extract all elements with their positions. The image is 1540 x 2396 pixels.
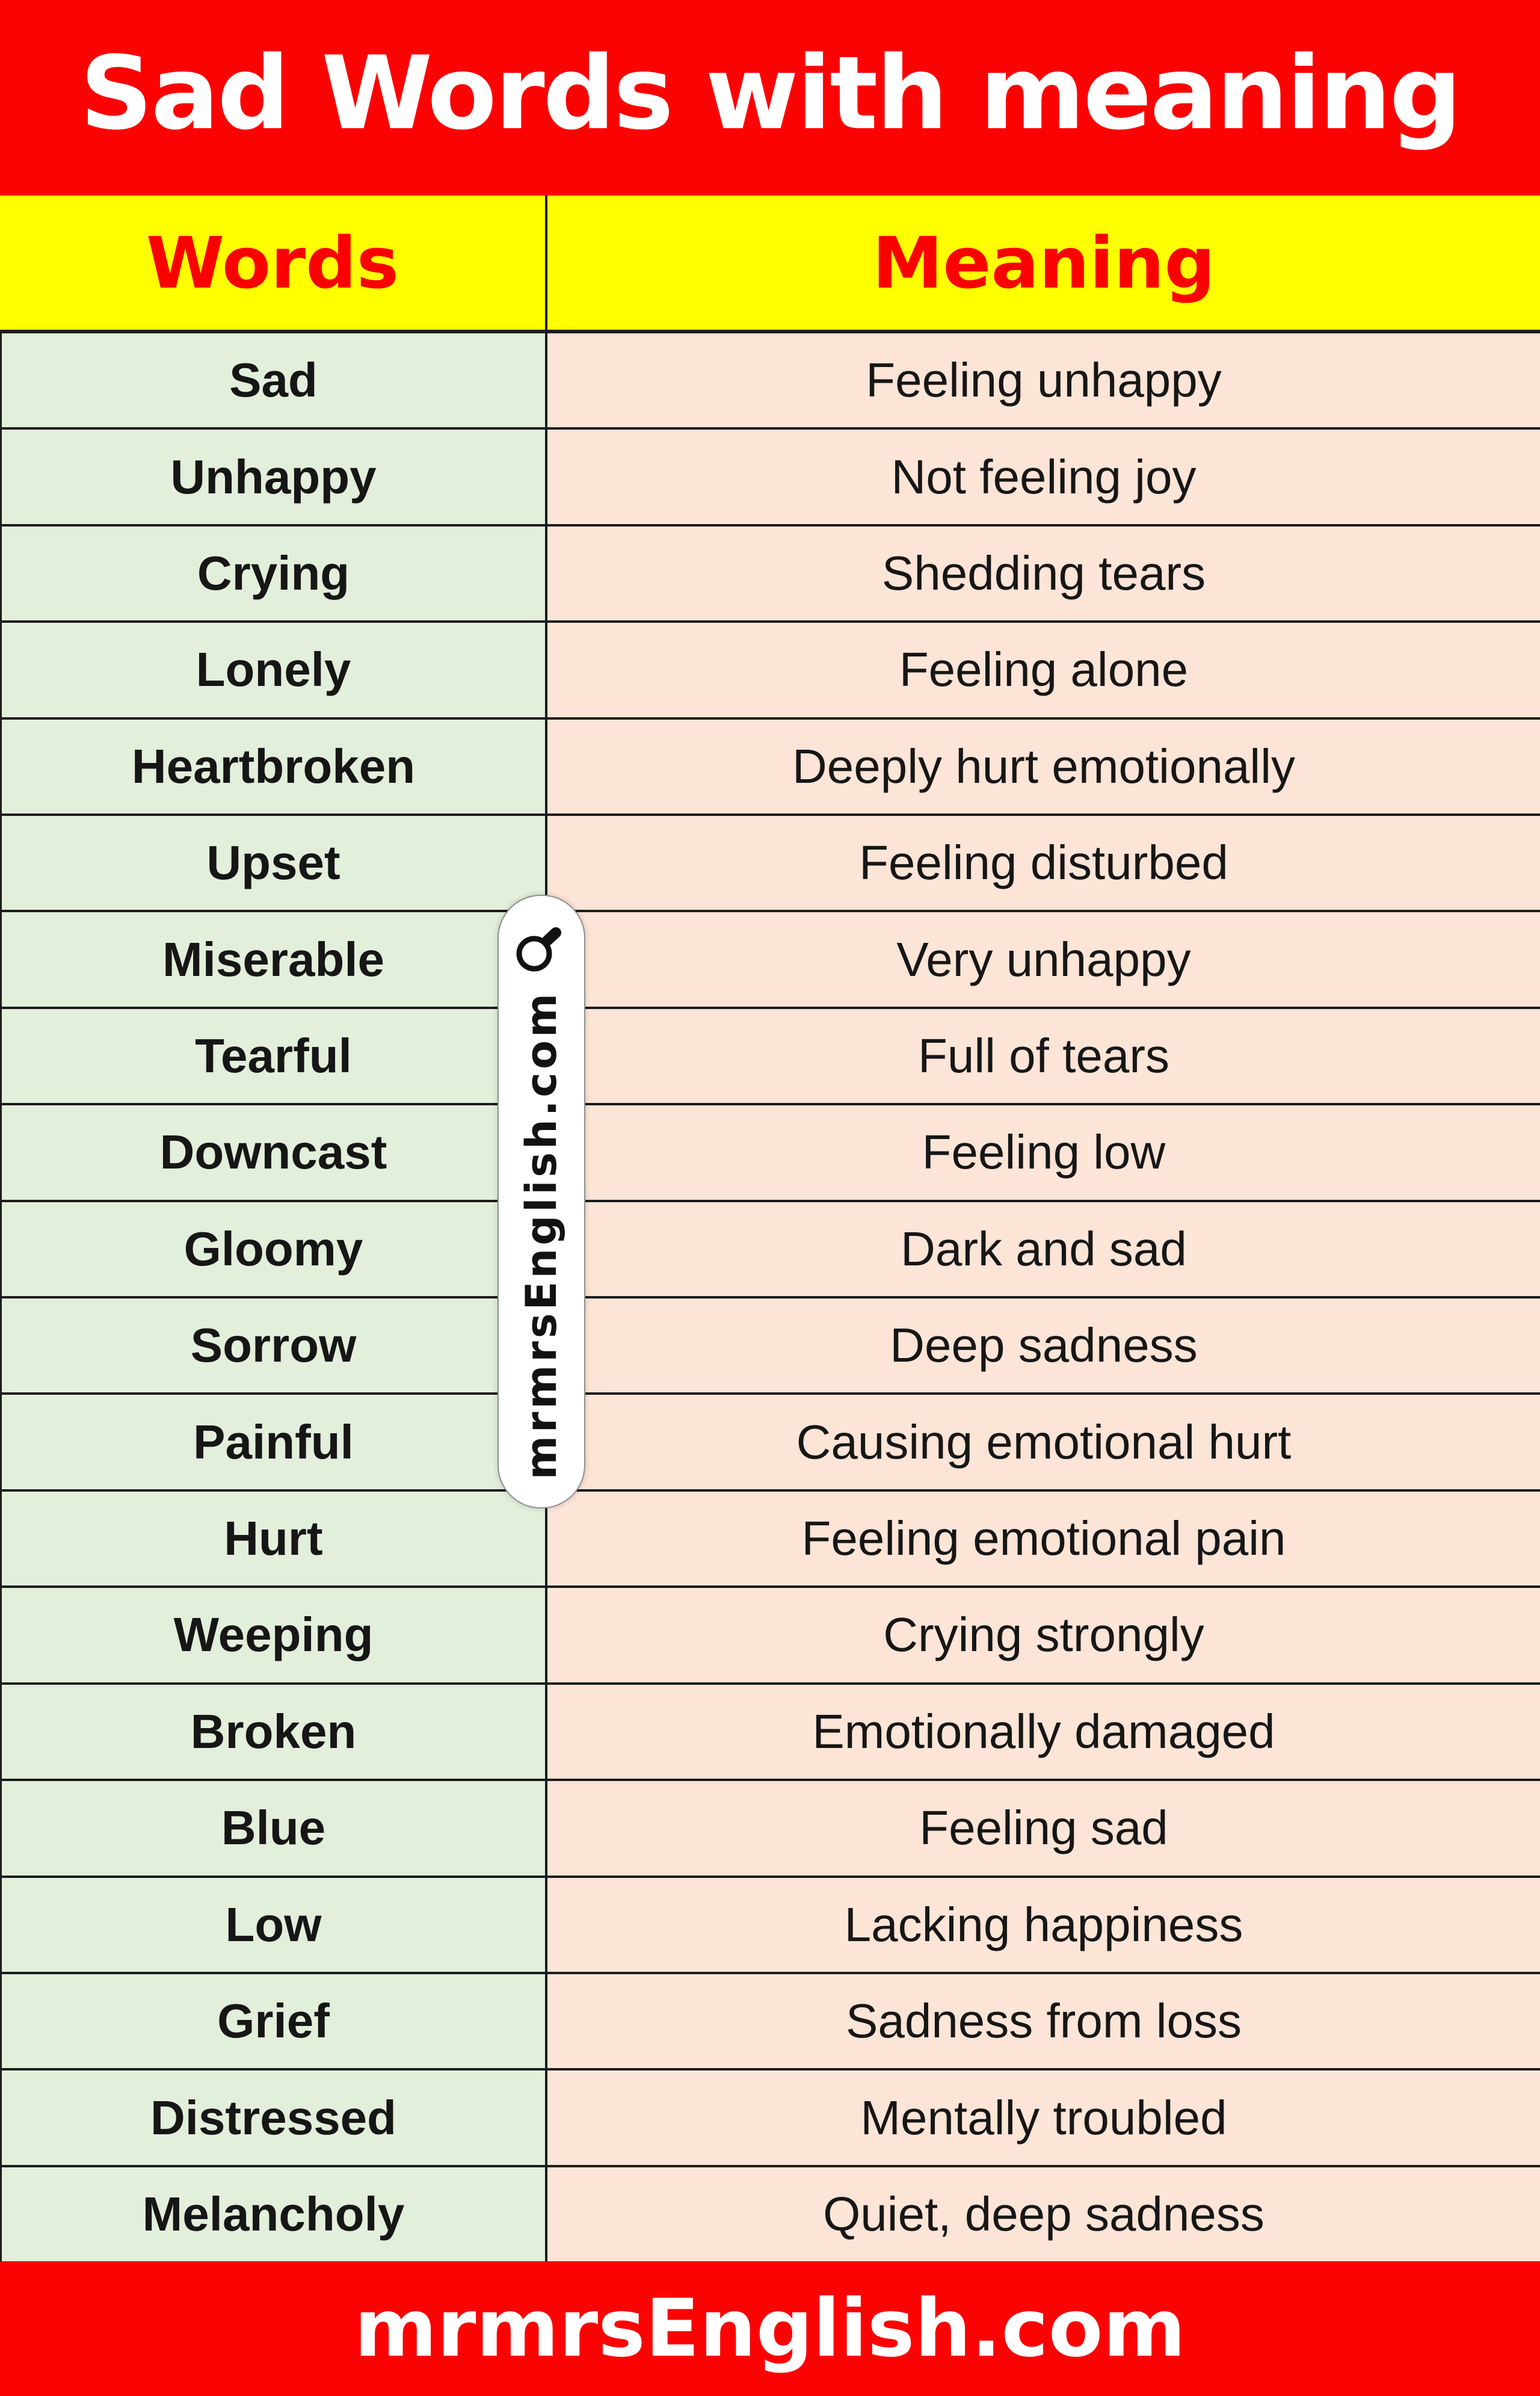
table-row: Blue Feeling sad: [2, 1781, 1540, 1878]
word-cell: Distressed: [2, 2070, 547, 2165]
meaning-cell: Feeling emotional pain: [547, 1491, 1540, 1586]
table-row: Upset Feeling disturbed: [2, 816, 1540, 913]
word-cell: Blue: [2, 1781, 547, 1876]
table-row: Downcast Feeling low: [2, 1105, 1540, 1202]
table-row: Low Lacking happiness: [2, 1877, 1540, 1974]
meaning-cell: Not feeling joy: [547, 430, 1540, 524]
meaning-cell: Quiet, deep sadness: [547, 2167, 1540, 2262]
table-row: Painful Causing emotional hurt: [2, 1395, 1540, 1492]
meaning-cell: Deeply hurt emotionally: [547, 719, 1540, 814]
table-row: Melancholy Quiet, deep sadness: [2, 2167, 1540, 2262]
watermark-content: mrmrsEnglish.com: [497, 895, 585, 1508]
title-band: Sad Words with meaning: [0, 0, 1540, 196]
meaning-cell: Feeling disturbed: [547, 816, 1540, 910]
word-cell: Broken: [2, 1684, 547, 1779]
word-cell: Crying: [2, 526, 547, 621]
word-cell: Weeping: [2, 1588, 547, 1682]
word-cell: Painful: [2, 1395, 547, 1489]
watermark-text: mrmrsEnglish.com: [517, 990, 566, 1480]
word-cell: Tearful: [2, 1008, 547, 1104]
table-row: Crying Shedding tears: [2, 526, 1540, 623]
meaning-cell: Feeling unhappy: [547, 333, 1540, 428]
table-row: Hurt Feeling emotional pain: [2, 1491, 1540, 1589]
meaning-cell: Sadness from loss: [547, 1974, 1540, 2069]
table-row: Distressed Mentally troubled: [2, 2070, 1540, 2167]
word-cell: Sorrow: [2, 1298, 547, 1393]
word-cell: Upset: [2, 816, 547, 910]
meaning-cell: Emotionally damaged: [547, 1684, 1540, 1779]
word-cell: Melancholy: [2, 2167, 547, 2262]
meaning-cell: Full of tears: [547, 1008, 1540, 1104]
meaning-cell: Feeling alone: [547, 623, 1540, 717]
word-cell: Grief: [2, 1974, 547, 2069]
word-cell: Hurt: [2, 1491, 547, 1586]
table-row: Sad Feeling unhappy: [2, 333, 1540, 430]
meaning-cell: Mentally troubled: [547, 2070, 1540, 2165]
table-row: Lonely Feeling alone: [2, 623, 1540, 720]
table-row: Gloomy Dark and sad: [2, 1202, 1540, 1299]
table-row: Weeping Crying strongly: [2, 1588, 1540, 1685]
table-row: Broken Emotionally damaged: [2, 1684, 1540, 1782]
word-cell: Miserable: [2, 912, 547, 1007]
word-cell: Gloomy: [2, 1202, 547, 1297]
page-title: Sad Words with meaning: [79, 34, 1462, 152]
word-cell: Low: [2, 1877, 547, 1972]
watermark: mrmrsEnglish.com: [497, 895, 585, 1508]
column-header-meaning: Meaning: [872, 221, 1215, 304]
meaning-cell: Very unhappy: [547, 912, 1540, 1007]
meaning-cell: Shedding tears: [547, 526, 1540, 621]
table-row: Miserable Very unhappy: [2, 912, 1540, 1009]
column-header-words: Words: [0, 196, 547, 330]
meaning-cell: Feeling sad: [547, 1781, 1540, 1876]
table-row: Tearful Full of tears: [2, 1008, 1540, 1106]
magnifier-icon: [516, 927, 561, 972]
table-row: Unhappy Not feeling joy: [2, 430, 1540, 526]
table-row: Heartbroken Deeply hurt emotionally: [2, 719, 1540, 817]
word-cell: Unhappy: [2, 430, 547, 524]
meaning-cell: Dark and sad: [547, 1202, 1540, 1297]
word-cell: Sad: [2, 333, 547, 428]
meaning-cell: Causing emotional hurt: [547, 1395, 1540, 1489]
table-row: Grief Sadness from loss: [2, 1974, 1540, 2071]
table-header-row: Words Meaning: [0, 196, 1540, 330]
word-cell: Downcast: [2, 1105, 547, 1200]
word-cell: Heartbroken: [2, 719, 547, 814]
footer-band: mrmrsEnglish.com: [0, 2261, 1540, 2396]
footer-site-name: mrmrsEnglish.com: [354, 2282, 1186, 2375]
word-cell: Lonely: [2, 623, 547, 717]
table-row: Sorrow Deep sadness: [2, 1298, 1540, 1395]
vocabulary-table: Sad Feeling unhappy Unhappy Not feeling joy…: [0, 330, 1540, 2262]
meaning-cell: Deep sadness: [547, 1298, 1540, 1393]
meaning-cell: Feeling low: [547, 1105, 1540, 1200]
meaning-cell: Lacking happiness: [547, 1877, 1540, 1972]
watermark-pill: [497, 895, 585, 1508]
meaning-cell: Crying strongly: [547, 1588, 1540, 1682]
